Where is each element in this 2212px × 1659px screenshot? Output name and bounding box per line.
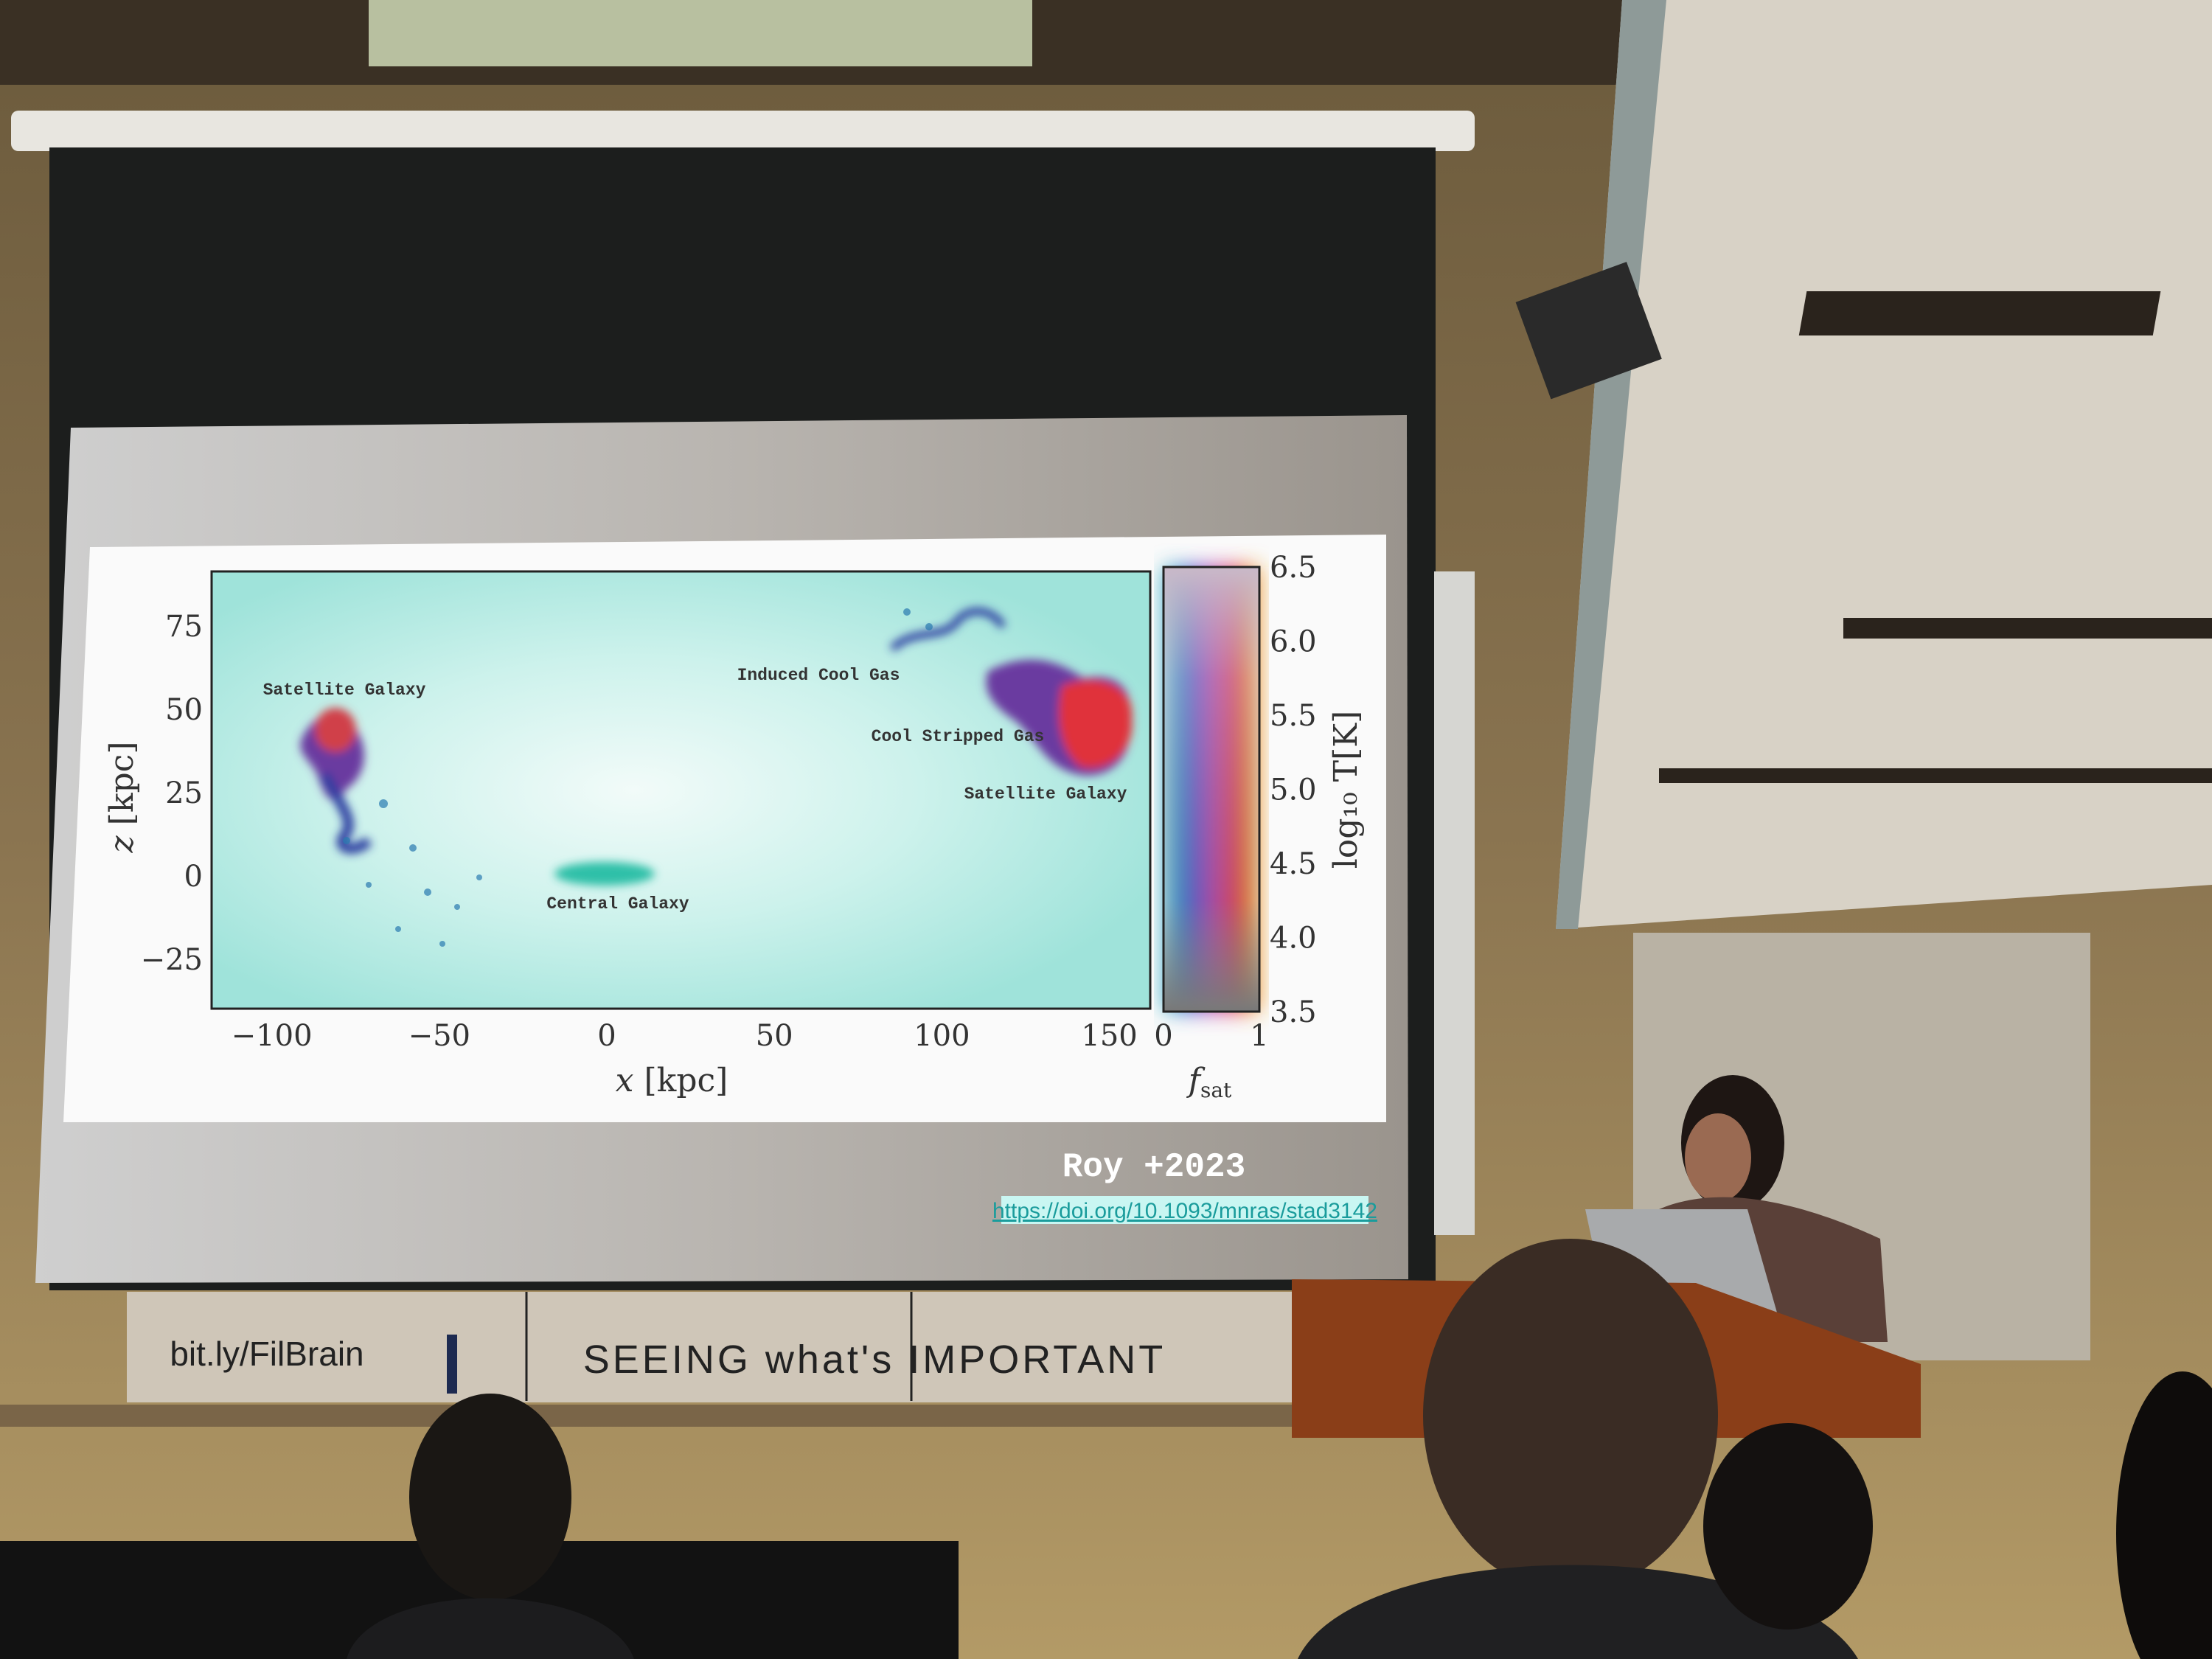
x-tick-label: 50: [756, 1019, 793, 1053]
x-tick-label: −100: [232, 1019, 313, 1053]
colorbar: 6.56.05.55.04.54.03.5 0 1 fsat log₁₀ T[K…: [1154, 551, 1365, 1102]
ceiling-light-slot: [1798, 291, 2161, 335]
audience-head: [409, 1394, 571, 1600]
z-tick-label: 25: [165, 776, 203, 810]
speaker-face: [1685, 1113, 1751, 1202]
x-tick-label: 150: [1081, 1019, 1137, 1053]
doi-link[interactable]: https://doi.org/10.1093/mnras/stad3142: [992, 1199, 1377, 1223]
colorbar-xtick-0: 0: [1154, 1019, 1172, 1053]
colorbar-tick-label: 4.5: [1270, 847, 1317, 881]
central-galaxy-disk: [554, 862, 655, 886]
chalk-rail: [0, 1405, 1327, 1427]
audience-head: [1423, 1239, 1718, 1593]
whiteboard-left-text: bit.ly/FilBrain: [170, 1335, 364, 1373]
balcony-overhang: [1556, 0, 2212, 929]
z-tick-label: 75: [165, 610, 203, 644]
whiteboard: [127, 1292, 1299, 1402]
audience-body: [1298, 1565, 1858, 1659]
audience-head: [2116, 1371, 2212, 1659]
ceiling-light-panel: [369, 0, 1032, 66]
colorbar-tick-label: 6.5: [1270, 551, 1317, 585]
colorbar-tick-label: 5.0: [1270, 773, 1317, 807]
colorbar-tick-label: 3.5: [1270, 995, 1317, 1029]
x-axis-label: x [kpc]: [616, 1062, 728, 1099]
whiteboard-middle-text: SEEING what's IMPORTANT: [583, 1338, 1166, 1382]
screen-housing: [11, 111, 1475, 151]
loudspeaker: [1515, 262, 1662, 400]
colorbar-label: log₁₀ T[K]: [1327, 711, 1365, 869]
z-tick-label: 50: [165, 693, 203, 727]
z-axis-label: z [kpc]: [103, 742, 141, 854]
ceiling-light-slot: [1659, 768, 2212, 783]
annotation-central-galaxy: Central Galaxy: [546, 894, 689, 914]
annotation-cool-stripped-gas: Cool Stripped Gas: [872, 727, 1045, 746]
plot-area: −100 −50 0 50 100 150 75 50 25 0 −25 Satellite Ga…: [103, 570, 1152, 1099]
x-tick-label: 0: [597, 1019, 616, 1053]
colorbar-tick-label: 6.0: [1270, 625, 1317, 659]
doi-link-highlight: [1001, 1196, 1368, 1224]
annotation-induced-cool-gas: Induced Cool Gas: [737, 666, 900, 685]
colorbar-tick-label: 5.5: [1270, 699, 1317, 733]
ceiling-light-slot: [1843, 618, 2212, 639]
annotation-satellite-galaxy-right: Satellite Galaxy: [964, 785, 1127, 804]
wall-pipe: [1434, 571, 1475, 1235]
audience-head: [1703, 1423, 1873, 1630]
annotation-satellite-galaxy-left: Satellite Galaxy: [263, 681, 426, 700]
x-tick-label: 100: [914, 1019, 970, 1053]
marker: [447, 1335, 457, 1394]
cool-gas-clumps: [343, 608, 933, 947]
x-tick-label: −50: [408, 1019, 470, 1053]
citation: Roy +2023: [1062, 1148, 1245, 1186]
induced-cool-gas-filament: [889, 608, 1006, 652]
colorbar-xtick-1: 1: [1250, 1019, 1268, 1053]
audience-body: [347, 1598, 634, 1659]
colorbar-tick-label: 4.0: [1270, 922, 1317, 956]
z-tick-label: −25: [141, 943, 203, 977]
z-tick-label: 0: [184, 860, 203, 894]
